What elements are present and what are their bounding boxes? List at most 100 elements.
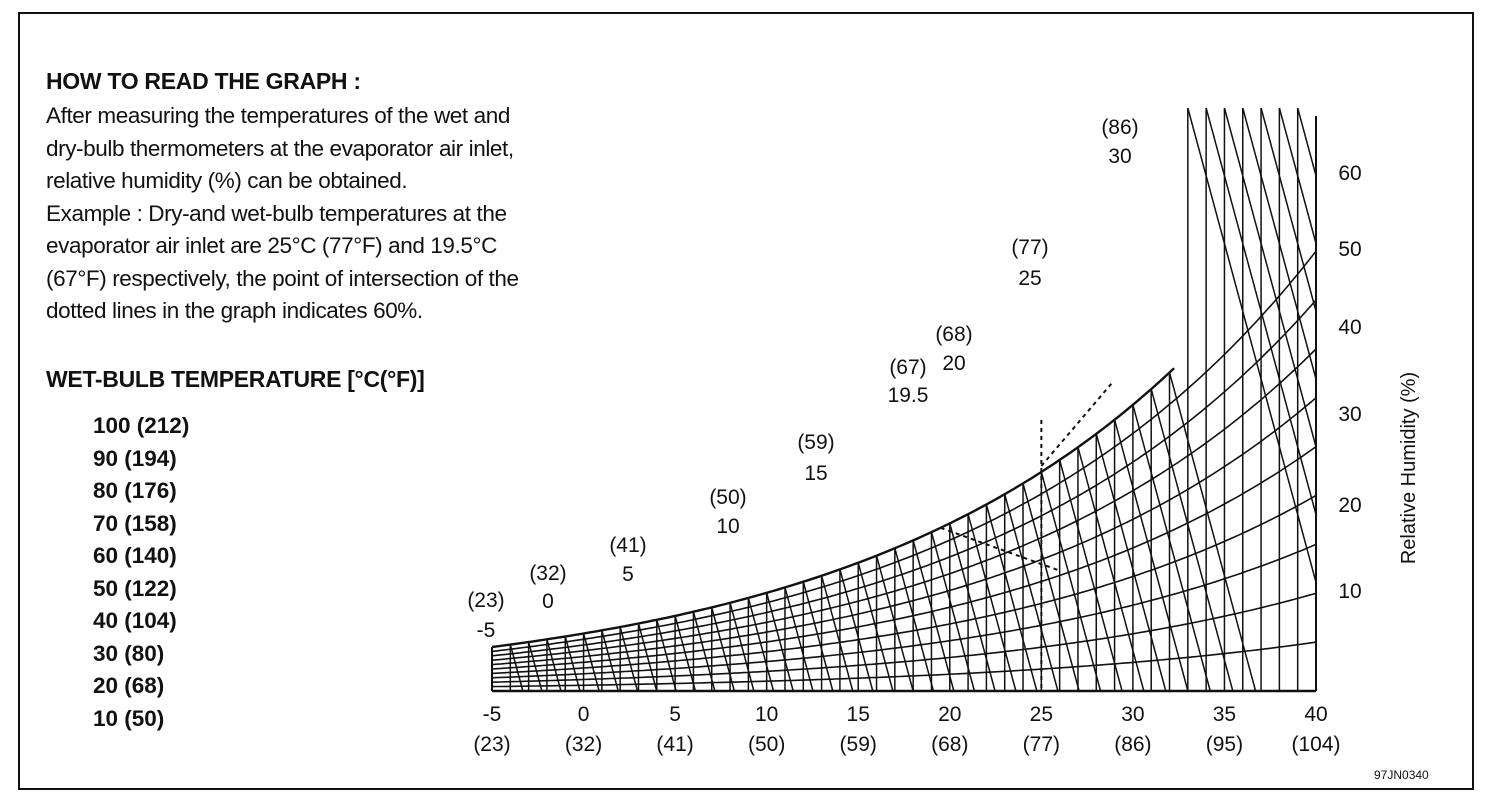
saturation-label-fahrenheit: (59)	[797, 431, 834, 454]
x-tick-label-celsius: 30	[1121, 703, 1144, 726]
chart-grid	[491, 107, 1317, 693]
x-tick-label-celsius: 35	[1213, 703, 1236, 726]
example-dotted-lines	[940, 382, 1113, 691]
wet-bulb-line	[765, 592, 794, 692]
wet-bulb-line	[1278, 107, 1317, 244]
how-to-line: After measuring the temperatures of the …	[46, 103, 510, 128]
x-tick-label-celsius: 25	[1030, 703, 1053, 726]
wet-bulb-line	[1003, 494, 1059, 692]
saturation-curve	[491, 367, 1175, 649]
how-to-line: dotted lines in the graph indicates 60%.	[46, 298, 423, 323]
saturation-label-fahrenheit: (32)	[529, 562, 566, 585]
saturation-label-fahrenheit: (86)	[1101, 116, 1138, 139]
relative-humidity-curve	[491, 348, 1317, 661]
wet-bulb-legend-item: 100 (212)	[93, 413, 190, 438]
saturation-label-celsius: 20	[942, 352, 965, 375]
rh-tick-label: 20	[1338, 494, 1361, 517]
wet-bulb-line	[711, 607, 736, 692]
x-tick-label-celsius: 10	[755, 703, 778, 726]
wet-bulb-line	[1223, 107, 1317, 447]
figure-code: 97JN0340	[1374, 768, 1429, 782]
rh-tick-label: 40	[1338, 316, 1361, 339]
how-to-line: evaporator air inlet are 25°C (77°F) and…	[46, 233, 497, 258]
x-tick-label-celsius: 0	[578, 703, 590, 726]
wet-bulb-legend-item: 60 (140)	[93, 543, 177, 568]
wet-bulb-line	[967, 513, 1017, 692]
wet-bulb-line	[1187, 107, 1317, 583]
wet-bulb-line	[674, 615, 697, 692]
saturation-label-celsius: 30	[1108, 145, 1131, 168]
chart-labels: -5 (23) 0 (32) 5 (41) 10 (50) 15 (59) 20 (68) 25 (77)…	[467, 116, 1420, 756]
how-to-line: dry-bulb thermometers at the evaporator …	[46, 135, 514, 161]
wet-bulb-line	[1260, 107, 1317, 312]
wet-bulb-line	[784, 587, 814, 692]
wet-bulb-line	[1242, 107, 1317, 380]
saturation-label-fahrenheit: (77)	[1011, 236, 1048, 259]
wet-bulb-legend-item: 50 (122)	[93, 575, 177, 601]
rh-axis-title: Relative Humidity (%)	[1398, 372, 1420, 564]
saturation-label-fahrenheit: (67)	[889, 356, 926, 379]
relative-humidity-curve	[491, 446, 1317, 670]
wet-bulb-legend-item: 40 (104)	[93, 608, 177, 633]
wet-bulb-line	[1113, 419, 1189, 692]
how-to-line: Example : Dry-and wet-bulb temperatures …	[46, 200, 507, 226]
wet-bulb-legend-item: 10 (50)	[93, 705, 165, 731]
example-wet-bulb-line	[940, 526, 1061, 572]
wet-bulb-line	[875, 555, 914, 692]
wet-bulb-line	[802, 581, 834, 692]
saturation-label-celsius: -5	[477, 619, 496, 642]
wet-bulb-line	[1150, 388, 1234, 692]
wet-bulb-line	[894, 548, 935, 692]
x-tick-label-fahrenheit: (59)	[840, 733, 877, 756]
wet-bulb-line	[985, 504, 1038, 692]
rh-tick-label: 30	[1338, 403, 1361, 426]
saturation-label-celsius: 19.5	[888, 384, 929, 407]
how-to-line: relative humidity (%) can be obtained.	[46, 168, 408, 193]
saturation-label-celsius: 25	[1018, 267, 1041, 290]
wet-bulb-line	[930, 531, 976, 692]
wet-bulb-line	[820, 575, 854, 692]
wet-bulb-line	[912, 540, 955, 692]
wet-bulb-line	[692, 611, 716, 692]
figure-frame	[18, 12, 1474, 790]
relative-humidity-curve	[491, 494, 1317, 675]
x-tick-label-fahrenheit: (41)	[656, 733, 693, 756]
saturation-label-fahrenheit: (41)	[609, 534, 646, 557]
rh-tick-label: 10	[1338, 580, 1361, 603]
wet-bulb-legend-item: 90 (194)	[93, 445, 177, 471]
wet-bulb-legend-title: WET-BULB TEMPERATURE [°C(°F)]	[46, 366, 425, 392]
x-tick-label-fahrenheit: (95)	[1206, 733, 1243, 756]
wet-bulb-line	[1296, 107, 1317, 176]
saturation-label-celsius: 0	[542, 590, 554, 613]
relative-humidity-curve	[491, 397, 1317, 666]
wet-bulb-line	[839, 569, 874, 692]
x-tick-label-fahrenheit: (86)	[1114, 733, 1151, 756]
wet-bulb-legend-item: 20 (68)	[93, 673, 165, 698]
example-rh-line	[1040, 382, 1113, 467]
saturation-label-celsius: 10	[716, 515, 739, 538]
x-tick-label-fahrenheit: (50)	[748, 733, 785, 756]
rh-tick-label: 60	[1338, 162, 1361, 185]
wet-bulb-line	[656, 619, 677, 692]
x-tick-label-fahrenheit: (23)	[473, 733, 510, 756]
x-tick-label-celsius: 20	[938, 703, 961, 726]
saturation-label-fahrenheit: (23)	[467, 589, 504, 612]
wet-bulb-legend-item: 30 (80)	[93, 640, 165, 666]
saturation-label-celsius: 5	[622, 563, 634, 586]
saturation-label-celsius: 15	[804, 462, 827, 485]
how-to-title: HOW TO READ THE GRAPH :	[46, 68, 361, 94]
wet-bulb-line	[747, 597, 775, 692]
relative-humidity-curve	[491, 299, 1317, 657]
x-tick-label-celsius: 15	[847, 703, 870, 726]
x-tick-label-fahrenheit: (32)	[565, 733, 602, 756]
wet-bulb-legend-item: 70 (158)	[93, 510, 177, 536]
x-tick-label-celsius: 40	[1304, 703, 1327, 726]
how-to-text: After measuring the temperatures of the …	[46, 100, 646, 328]
saturation-label-fahrenheit: (50)	[709, 486, 746, 509]
wet-bulb-line	[637, 623, 658, 692]
wet-bulb-line	[1095, 433, 1167, 692]
relative-humidity-curve	[491, 592, 1317, 683]
x-tick-label-fahrenheit: (104)	[1291, 733, 1340, 756]
relative-humidity-curve	[491, 250, 1317, 653]
